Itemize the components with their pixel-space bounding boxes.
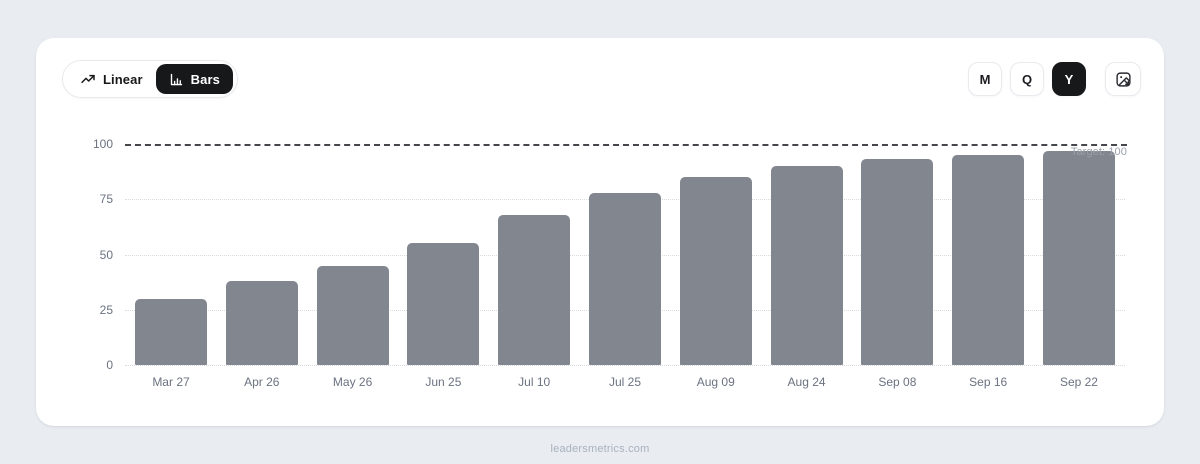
y-axis: 0 25 50 75 100 bbox=[36, 138, 113, 371]
bar-sep-22[interactable] bbox=[1042, 150, 1115, 365]
x-axis-label: Mar 27 bbox=[152, 375, 190, 389]
x-axis-label: Sep 16 bbox=[969, 375, 1008, 389]
target-line-label: Target: 100 bbox=[1070, 146, 1127, 158]
gridline bbox=[125, 365, 1125, 366]
y-axis-label: 75 bbox=[99, 192, 113, 207]
export-image-icon bbox=[1115, 71, 1132, 88]
bar-aug-24[interactable] bbox=[770, 166, 843, 365]
x-axis: Mar 27 Apr 26 May 26 Jun 25 Jul 10 Jul 25 Aug … bbox=[125, 375, 1125, 389]
toggle-option-bars[interactable]: Bars bbox=[155, 64, 233, 94]
toggle-option-label: Linear bbox=[103, 71, 143, 87]
period-controls: M Q Y bbox=[968, 62, 1141, 96]
bars-row bbox=[125, 144, 1125, 365]
bar-may-26[interactable] bbox=[316, 265, 389, 365]
y-axis-label: 100 bbox=[92, 137, 113, 151]
export-image-button[interactable] bbox=[1105, 62, 1141, 96]
y-axis-label: 25 bbox=[99, 302, 113, 317]
x-axis-label: Jun 25 bbox=[425, 375, 462, 389]
bar-apr-26[interactable] bbox=[225, 281, 298, 365]
toolbar: Linear Bars M Q Y bbox=[62, 60, 1141, 98]
period-button-month[interactable]: M bbox=[968, 62, 1002, 96]
y-axis-label: 0 bbox=[106, 358, 113, 372]
x-axis-label: Sep 22 bbox=[1059, 375, 1098, 389]
bar-jun-25[interactable] bbox=[407, 243, 480, 365]
x-axis-label: Jul 10 bbox=[518, 375, 551, 389]
bar-jul-25[interactable] bbox=[588, 192, 661, 365]
toggle-option-linear[interactable]: Linear bbox=[67, 64, 156, 94]
bar-mar-27[interactable] bbox=[135, 298, 207, 365]
x-axis-label: Jul 25 bbox=[608, 375, 641, 389]
x-axis-label: Sep 08 bbox=[878, 375, 917, 389]
toggle-option-label: Bars bbox=[190, 71, 220, 87]
bar-sep-08[interactable] bbox=[861, 159, 934, 365]
x-axis-label: Aug 24 bbox=[787, 375, 826, 389]
period-button-quarter[interactable]: Q bbox=[1010, 62, 1044, 96]
bar-aug-09[interactable] bbox=[679, 177, 752, 365]
view-mode-toggle: Linear Bars bbox=[62, 60, 238, 98]
period-button-year[interactable]: Y bbox=[1052, 62, 1086, 96]
plot-area: Target: 100 bbox=[125, 144, 1127, 366]
chart-card: Linear Bars M Q Y bbox=[36, 38, 1164, 426]
bar-jul-10[interactable] bbox=[498, 214, 571, 365]
target-gridline bbox=[125, 144, 1127, 146]
bar-chart: 0 25 50 75 100 Target: 100 Mar 27 Apr 26 May 2… bbox=[36, 138, 1164, 406]
x-axis-label: Aug 09 bbox=[696, 375, 735, 389]
bar-sep-16[interactable] bbox=[952, 155, 1025, 365]
x-axis-label: May 26 bbox=[332, 375, 373, 389]
watermark-text: leadersmetrics.com bbox=[550, 443, 650, 455]
bar-chart-icon bbox=[169, 72, 184, 87]
x-axis-label: Apr 26 bbox=[244, 375, 280, 389]
y-axis-label: 50 bbox=[99, 247, 113, 262]
trend-up-icon bbox=[80, 71, 96, 87]
